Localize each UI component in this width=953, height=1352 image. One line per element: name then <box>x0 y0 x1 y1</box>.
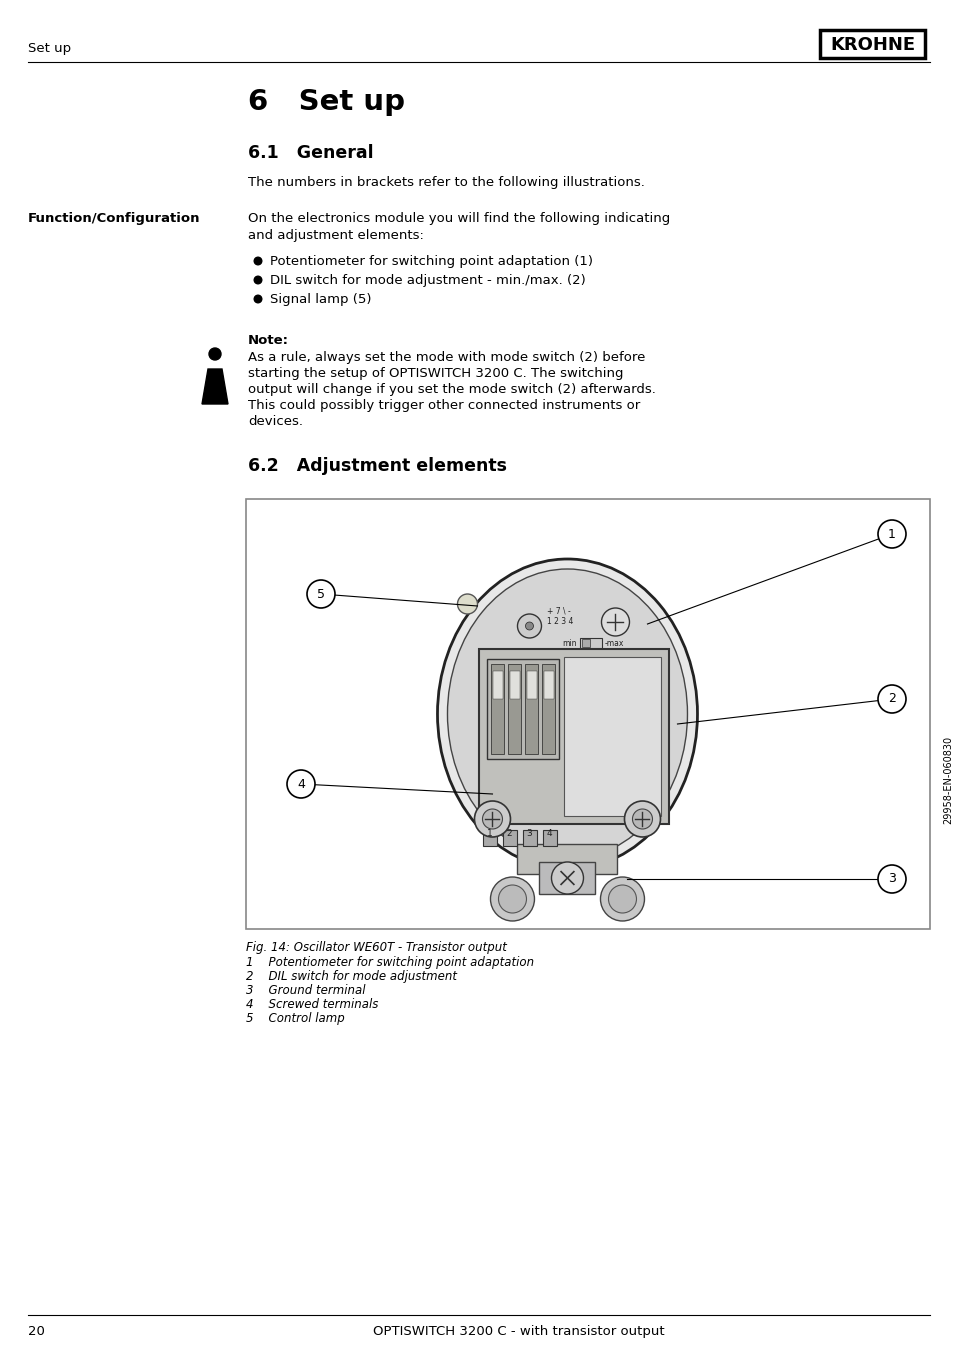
Circle shape <box>490 877 534 921</box>
Bar <box>510 671 519 699</box>
Bar <box>491 664 504 754</box>
Text: 6   Set up: 6 Set up <box>248 88 405 116</box>
Bar <box>517 844 617 873</box>
Text: 1: 1 <box>887 527 895 541</box>
Bar <box>579 638 602 648</box>
Bar <box>487 658 558 758</box>
Text: On the electronics module you will find the following indicating: On the electronics module you will find … <box>248 212 670 224</box>
Bar <box>542 664 555 754</box>
Text: 3: 3 <box>887 872 895 886</box>
Bar <box>483 830 497 846</box>
Bar <box>503 830 517 846</box>
Text: The numbers in brackets refer to the following illustrations.: The numbers in brackets refer to the fol… <box>248 176 644 189</box>
Bar <box>543 830 557 846</box>
Bar <box>246 499 929 929</box>
Circle shape <box>632 808 652 829</box>
Circle shape <box>517 614 541 638</box>
Polygon shape <box>202 369 228 404</box>
Circle shape <box>253 257 261 265</box>
Circle shape <box>498 886 526 913</box>
Circle shape <box>877 865 905 894</box>
Text: 1: 1 <box>486 829 492 838</box>
Bar <box>543 671 554 699</box>
Text: 1 2 3 4: 1 2 3 4 <box>547 617 574 626</box>
Text: Note:: Note: <box>248 334 289 347</box>
Bar <box>508 664 521 754</box>
Ellipse shape <box>447 569 687 859</box>
Text: and adjustment elements:: and adjustment elements: <box>248 228 423 242</box>
Circle shape <box>624 800 659 837</box>
Bar <box>523 830 537 846</box>
Circle shape <box>608 886 636 913</box>
Circle shape <box>287 771 314 798</box>
Bar <box>582 639 590 648</box>
Ellipse shape <box>437 558 697 869</box>
Text: 4: 4 <box>296 777 305 791</box>
Text: 1    Potentiometer for switching point adaptation: 1 Potentiometer for switching point adap… <box>246 956 534 969</box>
Text: 6.1   General: 6.1 General <box>248 145 374 162</box>
Circle shape <box>877 521 905 548</box>
Text: 5: 5 <box>316 588 325 600</box>
Circle shape <box>474 800 510 837</box>
Circle shape <box>209 347 221 360</box>
Circle shape <box>600 608 629 635</box>
Bar <box>493 671 502 699</box>
Circle shape <box>253 276 261 284</box>
Text: 2: 2 <box>887 692 895 706</box>
Bar <box>820 30 924 58</box>
Text: output will change if you set the mode switch (2) afterwards.: output will change if you set the mode s… <box>248 383 656 396</box>
Circle shape <box>482 808 502 829</box>
Circle shape <box>525 622 533 630</box>
Text: This could possibly trigger other connected instruments or: This could possibly trigger other connec… <box>248 399 639 412</box>
Text: As a rule, always set the mode with mode switch (2) before: As a rule, always set the mode with mode… <box>248 352 644 364</box>
Text: DIL switch for mode adjustment - min./max. (2): DIL switch for mode adjustment - min./ma… <box>270 274 585 287</box>
Text: 6.2   Adjustment elements: 6.2 Adjustment elements <box>248 457 506 475</box>
Text: devices.: devices. <box>248 415 303 429</box>
Text: Set up: Set up <box>28 42 71 55</box>
Circle shape <box>307 580 335 608</box>
Text: 3    Ground terminal: 3 Ground terminal <box>246 984 365 996</box>
Circle shape <box>599 877 644 921</box>
Text: Potentiometer for switching point adaptation (1): Potentiometer for switching point adapta… <box>270 256 593 268</box>
Bar <box>525 664 537 754</box>
Bar <box>479 649 669 823</box>
Text: 4    Screwed terminals: 4 Screwed terminals <box>246 998 378 1011</box>
Text: 4: 4 <box>546 829 552 838</box>
Text: starting the setup of OPTISWITCH 3200 C. The switching: starting the setup of OPTISWITCH 3200 C.… <box>248 366 623 380</box>
Text: min: min <box>562 639 577 648</box>
Text: 2: 2 <box>506 829 512 838</box>
Text: Function/Configuration: Function/Configuration <box>28 212 200 224</box>
Text: Signal lamp (5): Signal lamp (5) <box>270 293 371 306</box>
Bar <box>526 671 537 699</box>
Text: 29958-EN-060830: 29958-EN-060830 <box>942 735 952 825</box>
Text: 20: 20 <box>28 1325 45 1338</box>
Circle shape <box>457 594 477 614</box>
Text: + 7 \ -: + 7 \ - <box>547 607 571 617</box>
Text: 2    DIL switch for mode adjustment: 2 DIL switch for mode adjustment <box>246 969 456 983</box>
Bar <box>564 657 660 817</box>
Text: KROHNE: KROHNE <box>829 37 914 54</box>
Circle shape <box>551 863 583 894</box>
Text: 3: 3 <box>526 829 532 838</box>
Text: OPTISWITCH 3200 C - with transistor output: OPTISWITCH 3200 C - with transistor outp… <box>373 1325 664 1338</box>
Text: -max: -max <box>604 639 623 648</box>
Circle shape <box>253 295 261 303</box>
Circle shape <box>877 685 905 713</box>
Text: Fig. 14: Oscillator WE60T - Transistor output: Fig. 14: Oscillator WE60T - Transistor o… <box>246 941 506 955</box>
Bar <box>538 863 595 894</box>
Text: 5    Control lamp: 5 Control lamp <box>246 1013 344 1025</box>
